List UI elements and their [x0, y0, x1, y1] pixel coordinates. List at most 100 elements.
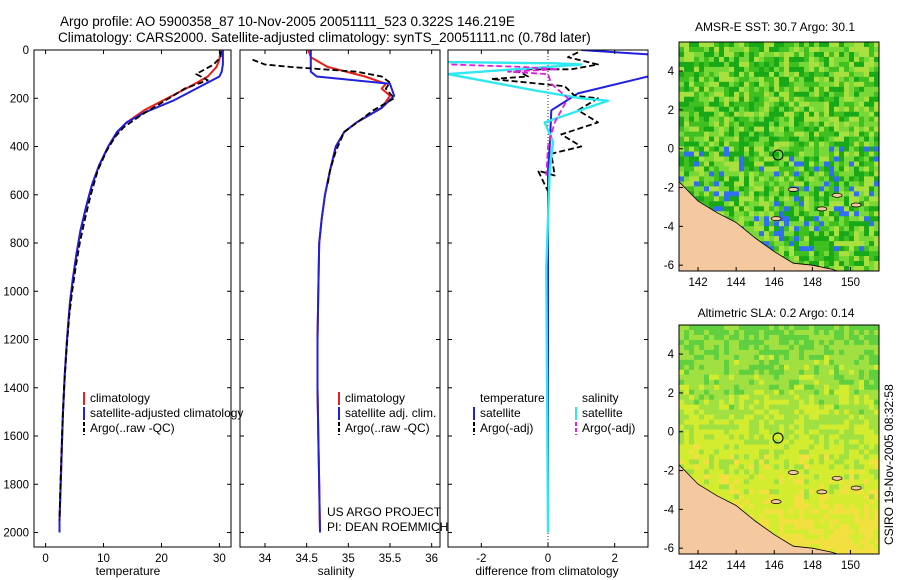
heatmap-cell	[869, 216, 875, 222]
heatmap-cell	[799, 42, 805, 48]
heatmap-cell	[854, 81, 860, 88]
heatmap-cell	[744, 464, 750, 470]
heatmap-cell	[779, 514, 785, 520]
heatmap-cell	[844, 454, 850, 460]
heatmap-cell	[834, 374, 840, 381]
heatmap-cell	[814, 101, 820, 108]
heatmap-cell	[844, 71, 850, 78]
heatmap-cell	[859, 86, 865, 93]
heatmap-cell	[839, 489, 845, 495]
heatmap-cell	[819, 325, 825, 331]
heatmap-cell	[814, 359, 820, 366]
heatmap-cell	[719, 131, 725, 137]
heatmap-cell	[834, 339, 840, 346]
heatmap-cell	[799, 201, 805, 207]
heatmap-cell	[749, 51, 755, 58]
heatmap-cell	[809, 246, 815, 252]
heatmap-cell	[824, 404, 830, 410]
heatmap-cell	[759, 171, 765, 177]
heatmap-cell	[844, 474, 850, 480]
heatmap-cell	[814, 534, 820, 540]
heatmap-cell	[829, 429, 835, 435]
heatmap-cell	[784, 329, 790, 336]
heatmap-cell	[724, 414, 730, 420]
heatmap-cell	[709, 484, 715, 490]
heatmap-cell	[769, 474, 775, 480]
heatmap-cell	[694, 334, 700, 341]
heatmap-cell	[874, 325, 879, 331]
heatmap-cell	[719, 379, 725, 386]
heatmap-cell	[804, 499, 810, 505]
heatmap-cell	[784, 176, 790, 182]
heatmap-cell	[679, 116, 685, 122]
heatmap-cell	[814, 429, 820, 435]
heatmap-cell	[754, 429, 760, 435]
heatmap-cell	[869, 256, 875, 262]
heatmap-cell	[749, 116, 755, 122]
heatmap-cell	[679, 394, 685, 400]
heatmap-cell	[759, 226, 765, 232]
heatmap-cell	[749, 469, 755, 475]
heatmap-cell	[719, 146, 725, 152]
heatmap-cell	[829, 231, 835, 237]
legend-argo-label: Argo(..raw -QC)	[90, 421, 175, 435]
heatmap-cell	[844, 544, 850, 550]
heatmap-cell	[719, 51, 725, 58]
heatmap-cell	[744, 419, 750, 425]
heatmap-cell	[729, 399, 735, 405]
heatmap-cell	[739, 76, 745, 83]
heatmap-cell	[834, 449, 840, 455]
heatmap-cell	[874, 534, 879, 540]
heatmap-cell	[869, 171, 875, 177]
heatmap-cell	[689, 434, 695, 440]
heatmap-cell	[829, 161, 835, 167]
heatmap-cell	[869, 86, 875, 93]
heatmap-cell	[839, 374, 845, 381]
heatmap-cell	[774, 221, 780, 227]
heatmap-cell	[789, 419, 795, 425]
heatmap-cell	[809, 419, 815, 425]
heatmap-cell	[724, 61, 730, 68]
heatmap-cell	[859, 364, 865, 371]
heatmap-cell	[839, 409, 845, 415]
heatmap-cell	[734, 359, 740, 366]
heatmap-cell	[779, 389, 785, 395]
heatmap-cell	[739, 454, 745, 460]
heatmap-cell	[709, 344, 715, 351]
heatmap-cell	[859, 266, 865, 271]
heatmap-cell	[819, 479, 825, 485]
heatmap-cell	[859, 221, 865, 227]
heatmap-cell	[834, 131, 840, 137]
heatmap-cell	[809, 221, 815, 227]
heatmap-cell	[804, 191, 810, 197]
heatmap-cell	[864, 66, 870, 73]
heatmap-cell	[834, 434, 840, 440]
heatmap-cell	[859, 414, 865, 420]
heatmap-cell	[874, 96, 879, 103]
heatmap-cell	[784, 459, 790, 465]
heatmap-cell	[769, 42, 775, 48]
heatmap-cell	[849, 534, 855, 540]
heatmap-cell	[799, 221, 805, 227]
heatmap-cell	[729, 161, 735, 167]
heatmap-cell	[854, 261, 860, 267]
heatmap-cell	[689, 374, 695, 381]
heatmap-cell	[799, 514, 805, 520]
heatmap-cell	[864, 246, 870, 252]
heatmap-cell	[804, 221, 810, 227]
heatmap-cell	[854, 266, 860, 271]
heatmap-cell	[854, 76, 860, 83]
heatmap-cell	[814, 454, 820, 460]
heatmap-cell	[829, 544, 835, 550]
heatmap-cell	[874, 66, 879, 73]
heatmap-cell	[829, 191, 835, 197]
heatmap-cell	[834, 464, 840, 470]
heatmap-cell	[859, 334, 865, 341]
heatmap-cell	[764, 61, 770, 68]
heatmap-cell	[769, 211, 775, 217]
heatmap-cell	[714, 359, 720, 366]
heatmap-cell	[729, 106, 735, 112]
heatmap-cell	[789, 141, 795, 147]
heatmap-cell	[704, 141, 710, 147]
heatmap-cell	[719, 469, 725, 475]
